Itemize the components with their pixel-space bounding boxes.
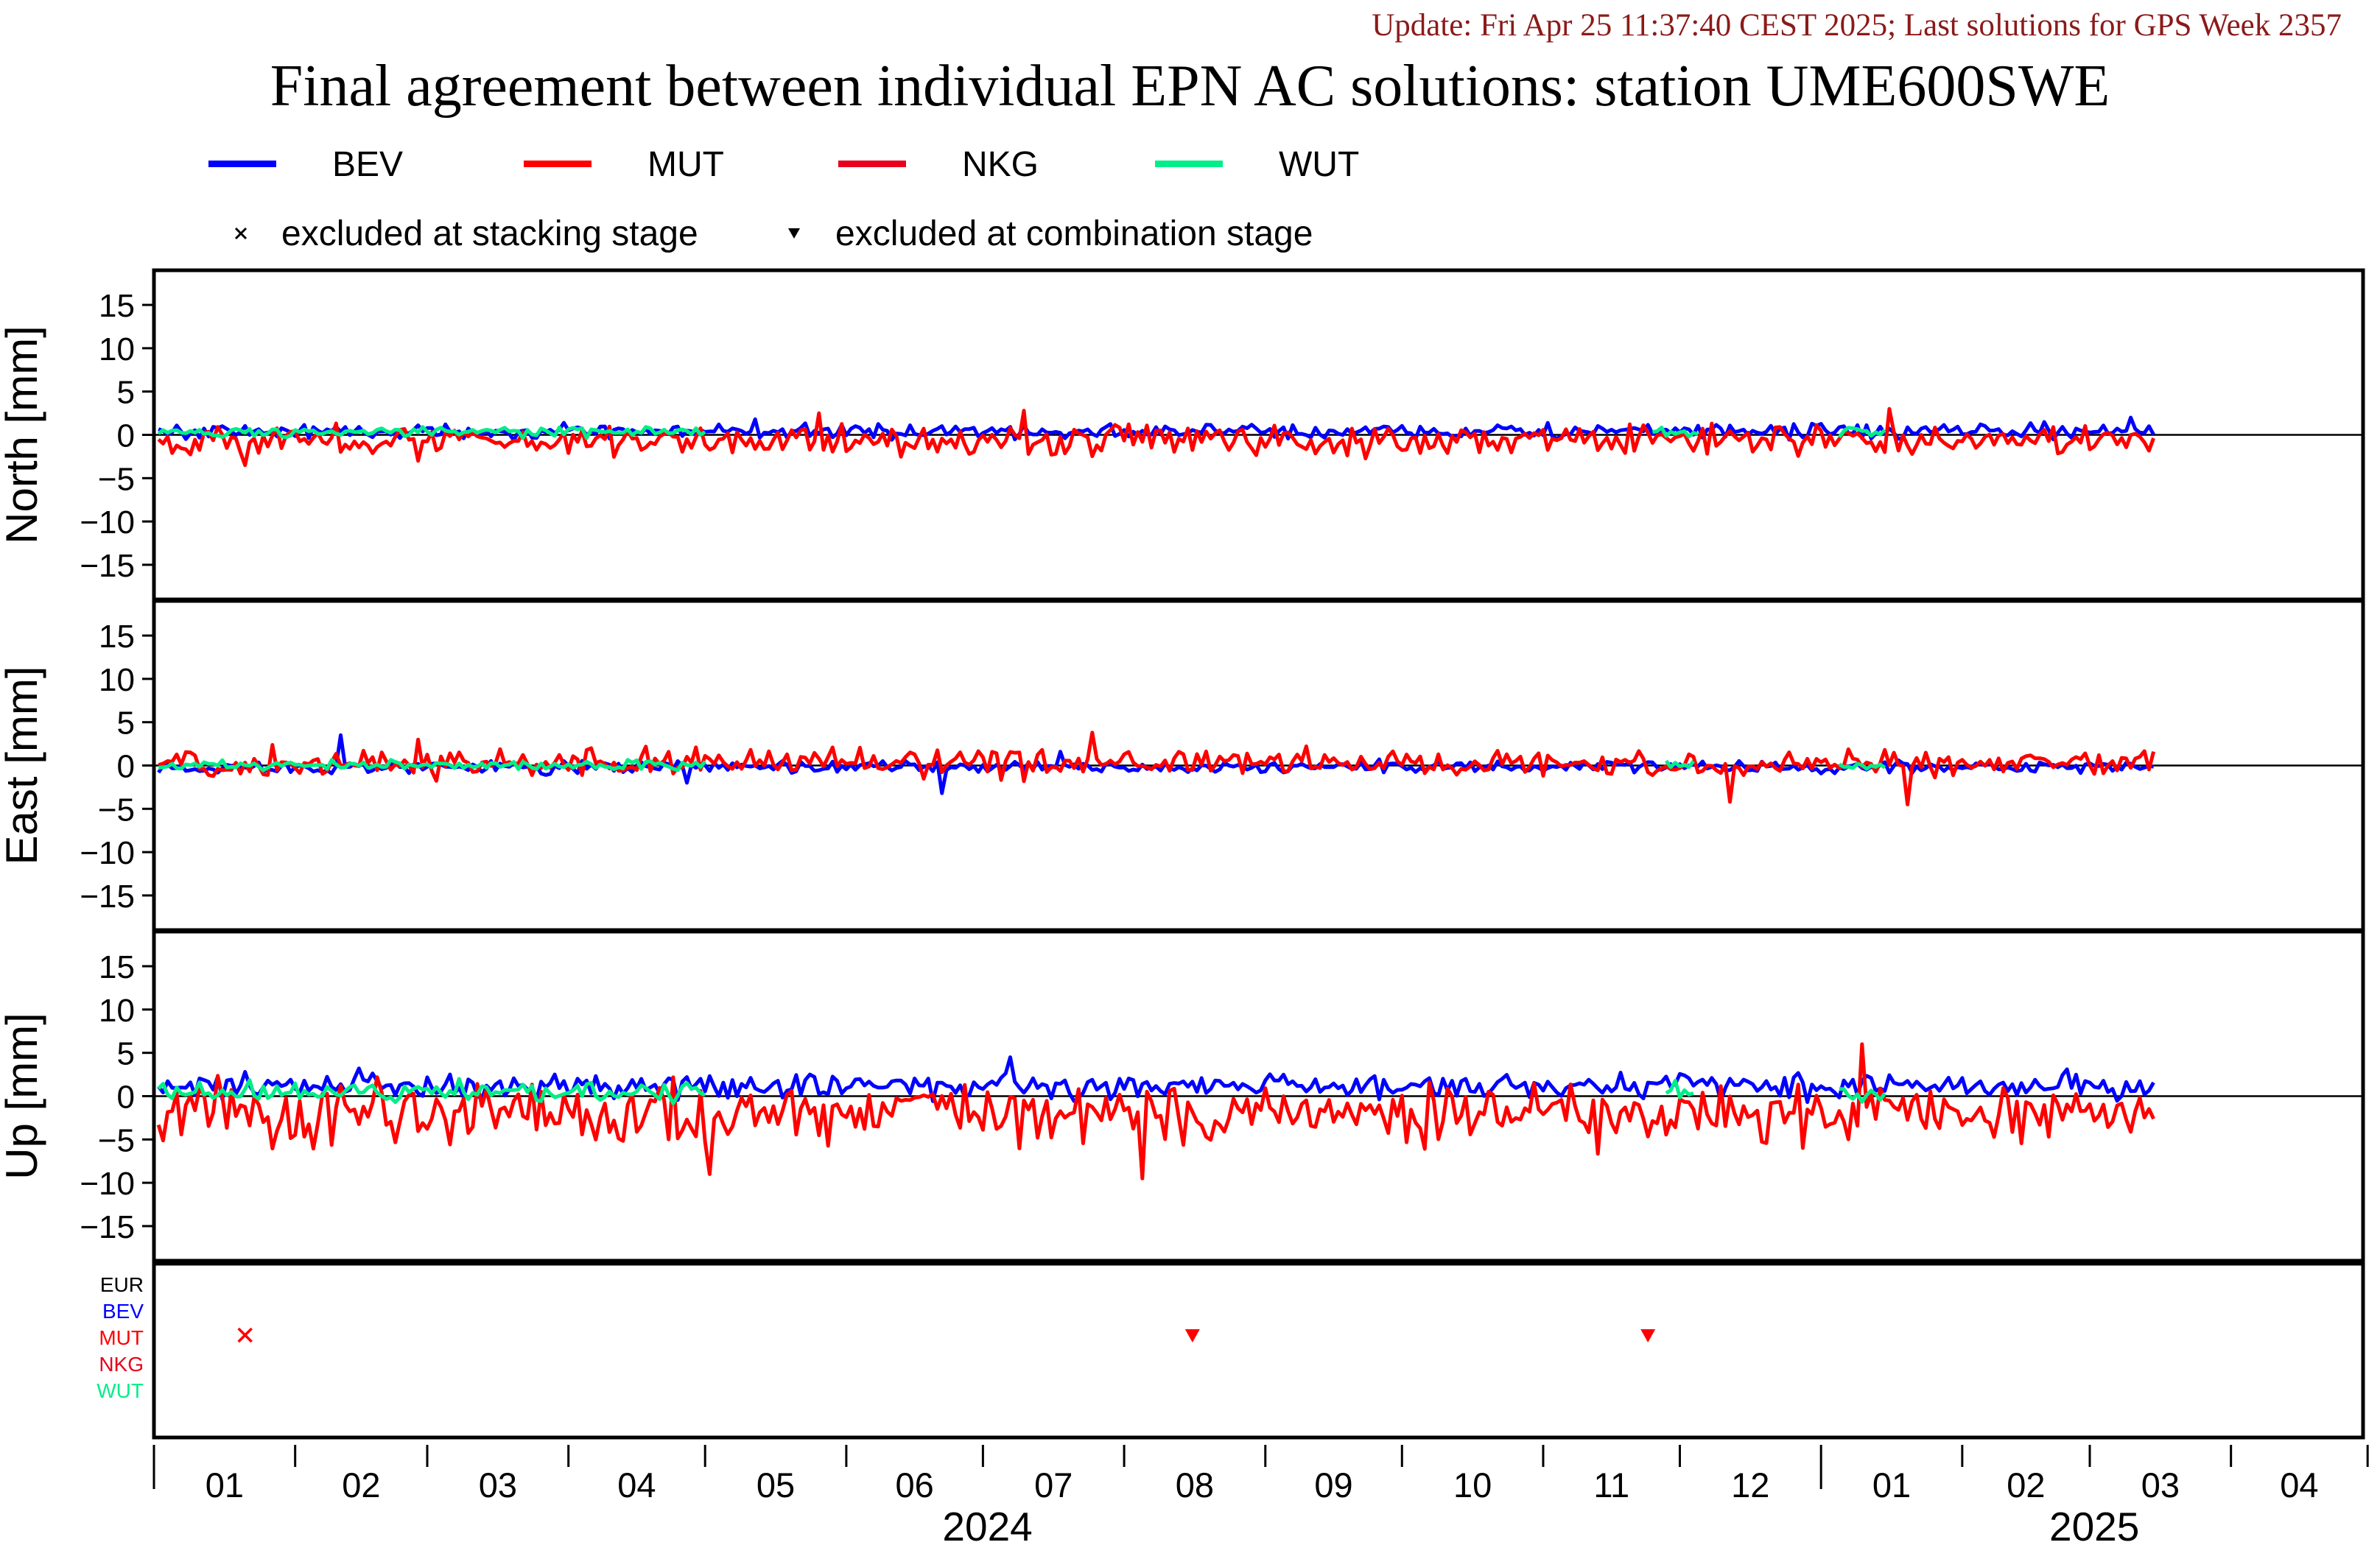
month-tick-label: 07 — [1034, 1465, 1073, 1504]
legend-label-mut: MUT — [647, 145, 724, 184]
month-tick-label: 01 — [1872, 1465, 1911, 1504]
legend-swatch-wut — [1155, 161, 1223, 167]
month-tick-label: 09 — [1314, 1465, 1352, 1504]
series-line-bev — [157, 1055, 2155, 1105]
series-line-mut — [158, 731, 2156, 806]
exclusion-row-label: EUR — [100, 1273, 144, 1296]
series-line-wut — [158, 758, 1886, 772]
exclusion-row-label: MUT — [99, 1326, 144, 1349]
y-tick-label: 5 — [117, 375, 135, 411]
month-tick-label: 03 — [479, 1465, 517, 1504]
legend-swatch-nkg — [838, 161, 906, 167]
series-line-wut — [157, 425, 1886, 440]
y-tick-label: 5 — [117, 1036, 135, 1072]
update-timestamp: Update: Fri Apr 25 11:37:40 CEST 2025; L… — [1372, 8, 2342, 43]
exclusion-row-label: WUT — [96, 1379, 144, 1402]
month-tick-label: 08 — [1176, 1465, 1214, 1504]
y-tick-label: −15 — [80, 548, 135, 584]
year-label: 2024 — [942, 1504, 1032, 1545]
cross-marker-icon — [234, 227, 248, 240]
month-tick-label: 03 — [2141, 1465, 2180, 1504]
month-tick-label: 11 — [1593, 1465, 1629, 1504]
exclusion-panel-frame — [152, 1261, 2365, 1440]
y-axis-label: North [mm] — [0, 325, 46, 544]
legend-label-nkg: NKG — [962, 145, 1039, 184]
series-line-bev — [158, 415, 2155, 443]
exclusion-row-label: BEV — [102, 1300, 144, 1323]
month-tick-label: 04 — [2280, 1465, 2318, 1504]
y-tick-label: −5 — [98, 1122, 135, 1158]
month-tick-label: 05 — [757, 1465, 795, 1504]
y-tick-label: −10 — [80, 835, 135, 871]
y-tick-label: −10 — [80, 504, 135, 541]
legend-label-bev: BEV — [332, 145, 404, 184]
y-tick-label: −5 — [98, 461, 135, 497]
legend-swatch-mut — [524, 161, 592, 167]
month-tick-label: 04 — [617, 1465, 656, 1504]
series-line-wut — [157, 1077, 1886, 1105]
stacking-exclusion-marker — [237, 1327, 253, 1343]
y-axis-label: Up [mm] — [0, 1013, 46, 1180]
triangle-marker-icon — [788, 228, 800, 239]
combination-exclusion-marker — [1640, 1329, 1656, 1342]
month-tick-label: 10 — [1453, 1465, 1492, 1504]
legend-swatch-bev — [208, 161, 276, 167]
y-tick-label: −10 — [80, 1166, 135, 1202]
legend-stacking-label: excluded at stacking stage — [281, 214, 698, 253]
y-tick-label: 0 — [117, 1080, 135, 1116]
legend-combination-label: excluded at combination stage — [835, 214, 1313, 253]
y-tick-label: 10 — [99, 662, 135, 698]
y-tick-label: 15 — [99, 949, 135, 985]
y-tick-label: 5 — [117, 705, 135, 742]
exclusion-row-label: NKG — [99, 1353, 144, 1376]
y-tick-label: 0 — [117, 749, 135, 785]
y-axis-label: East [mm] — [0, 666, 46, 865]
y-tick-label: 0 — [117, 418, 135, 454]
y-tick-label: 10 — [99, 331, 135, 367]
year-label: 2025 — [2049, 1504, 2139, 1545]
chart-title: Final agreement between individual EPN A… — [270, 54, 2110, 119]
month-tick-label: 06 — [896, 1465, 934, 1504]
series-line-mut — [156, 1042, 2155, 1180]
month-tick-label: 12 — [1731, 1465, 1769, 1504]
y-tick-label: 15 — [99, 619, 135, 655]
month-tick-label: 02 — [2007, 1465, 2045, 1504]
month-tick-label: 01 — [206, 1465, 244, 1504]
y-tick-label: 15 — [99, 288, 135, 324]
y-tick-label: −15 — [80, 879, 135, 915]
month-tick-label: 02 — [342, 1465, 380, 1504]
series-line-mut — [157, 407, 2155, 468]
legend-label-wut: WUT — [1279, 145, 1360, 184]
y-tick-label: −5 — [98, 792, 135, 828]
y-tick-label: −15 — [80, 1209, 135, 1245]
y-tick-label: 10 — [99, 993, 135, 1029]
combination-exclusion-marker — [1184, 1329, 1200, 1342]
